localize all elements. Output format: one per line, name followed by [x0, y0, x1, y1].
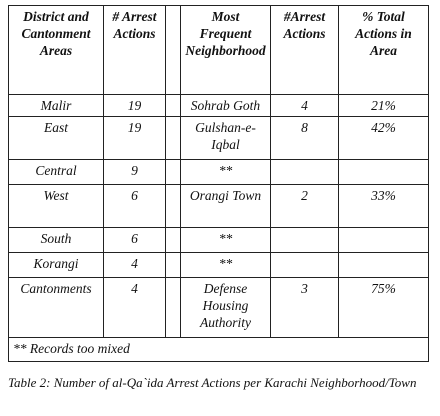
- cell: 4: [103, 277, 166, 338]
- cell: **: [180, 159, 271, 185]
- table-body: Malir 19 Sohrab Goth 4 21% East 19 Gulshan-e-Iq…: [8, 94, 429, 362]
- table-row: East 19 Gulshan-e-Iqbal 8 42%: [8, 116, 429, 160]
- cell: 4: [103, 252, 166, 278]
- cell: **: [180, 227, 271, 253]
- table-row: Cantonments 4 Defense Housing Authority 3 75…: [8, 277, 429, 338]
- header-cell: #Arrest Actions: [270, 5, 339, 95]
- cell: [338, 252, 429, 278]
- gap-cell: [165, 277, 181, 338]
- cell: Orangi Town: [180, 184, 271, 228]
- table-row: South 6 **: [8, 227, 429, 253]
- cell: 2: [270, 184, 339, 228]
- cell: West: [8, 184, 104, 228]
- table-row: West 6 Orangi Town 2 33%: [8, 184, 429, 228]
- gap-cell: [165, 5, 181, 95]
- header-cell: District and Cantonment Areas: [8, 5, 104, 95]
- cell: East: [8, 116, 104, 160]
- cell: 6: [103, 184, 166, 228]
- cell: Central: [8, 159, 104, 185]
- gap-cell: [165, 252, 181, 278]
- cell: Defense Housing Authority: [180, 277, 271, 338]
- cell: Gulshan-e-Iqbal: [180, 116, 271, 160]
- table-container: District and Cantonment Areas # Arrest Ac…: [8, 5, 429, 362]
- cell: 33%: [338, 184, 429, 228]
- cell: 4: [270, 94, 339, 117]
- footnote: ** Records too mixed: [8, 337, 429, 362]
- cell: 21%: [338, 94, 429, 117]
- gap-cell: [165, 94, 181, 117]
- cell: [270, 159, 339, 185]
- gap-cell: [165, 159, 181, 185]
- cell: 6: [103, 227, 166, 253]
- cell: Cantonments: [8, 277, 104, 338]
- header-cell: # Arrest Actions: [103, 5, 166, 95]
- cell: 75%: [338, 277, 429, 338]
- header-cell: Most Frequent Neighborhood: [180, 5, 271, 95]
- cell: [338, 227, 429, 253]
- cell: [270, 227, 339, 253]
- header-row: District and Cantonment Areas # Arrest Ac…: [8, 5, 429, 95]
- cell: Korangi: [8, 252, 104, 278]
- cell: South: [8, 227, 104, 253]
- header-cell: % Total Actions in Area: [338, 5, 429, 95]
- gap-cell: [165, 116, 181, 160]
- cell: [270, 252, 339, 278]
- cell: 8: [270, 116, 339, 160]
- footnote-row: ** Records too mixed: [8, 337, 429, 362]
- table-row: Korangi 4 **: [8, 252, 429, 278]
- cell: 3: [270, 277, 339, 338]
- cell: 19: [103, 94, 166, 117]
- gap-cell: [165, 184, 181, 228]
- data-table: District and Cantonment Areas # Arrest Ac…: [8, 5, 429, 362]
- cell: Sohrab Goth: [180, 94, 271, 117]
- table-row: Malir 19 Sohrab Goth 4 21%: [8, 94, 429, 117]
- table-row: Central 9 **: [8, 159, 429, 185]
- cell: [338, 159, 429, 185]
- cell: **: [180, 252, 271, 278]
- caption: Table 2: Number of al-Qa`ida Arrest Acti…: [8, 375, 417, 390]
- cell: Malir: [8, 94, 104, 117]
- cell: 9: [103, 159, 166, 185]
- cell: 19: [103, 116, 166, 160]
- gap-cell: [165, 227, 181, 253]
- cell: 42%: [338, 116, 429, 160]
